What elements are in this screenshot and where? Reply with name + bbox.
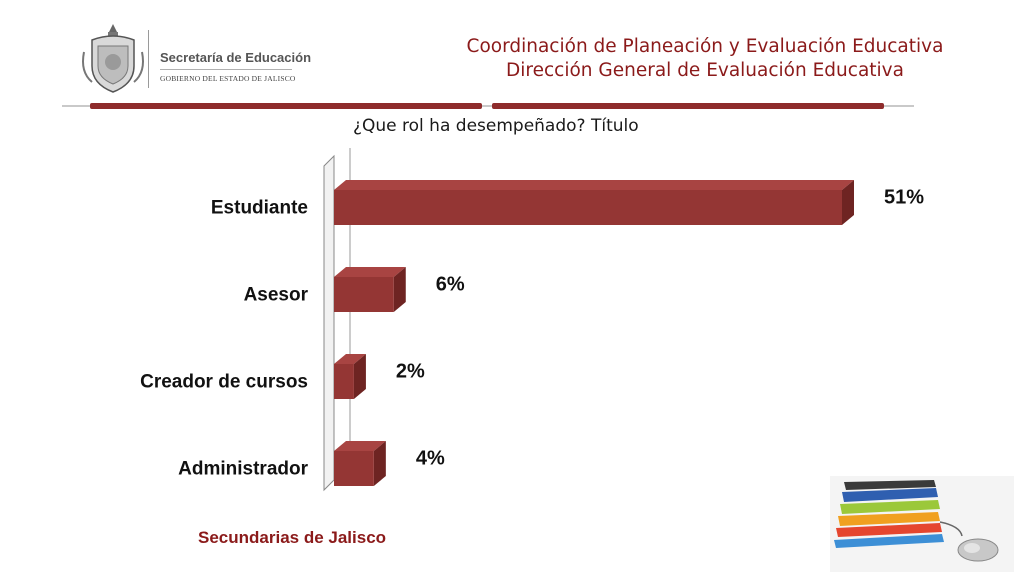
bar — [334, 364, 354, 399]
bar-side — [353, 354, 366, 399]
bar-side — [393, 267, 406, 312]
org-divider — [160, 69, 292, 70]
books-image — [830, 476, 1014, 572]
chart-title: ¿Que rol ha desempeñado? Título — [353, 116, 639, 136]
category-label: Administrador — [178, 459, 308, 480]
org-name: Secretaría de Educación — [160, 50, 312, 65]
bar — [334, 190, 842, 225]
category-label: Asesor — [244, 285, 309, 306]
bar-side — [842, 180, 854, 225]
organization-logo — [78, 22, 308, 94]
logo-separator — [148, 30, 149, 88]
header-rule-accent-left — [90, 103, 482, 109]
chart-marks: Estudiante 51% Asesor 6% Creador de cursos 2%… — [140, 180, 924, 486]
header-rule — [62, 105, 914, 107]
header-title-line2: Dirección General de Evaluación Educativ… — [506, 60, 904, 81]
coat-of-arms-icon — [82, 24, 144, 93]
value-label: 2% — [396, 361, 425, 383]
value-label: 4% — [416, 448, 445, 470]
value-label: 6% — [436, 274, 465, 296]
bar — [334, 451, 374, 486]
header-title-line1: Coordinación de Planeación y Evaluación … — [466, 36, 944, 57]
org-subtitle: GOBIERNO DEL ESTADO DE JALISCO — [160, 74, 296, 83]
footer-label: Secundarias de Jalisco — [198, 528, 387, 547]
bar-top — [334, 180, 854, 190]
bar-top — [334, 441, 386, 451]
value-label: 51% — [884, 187, 924, 209]
bar-top — [334, 354, 366, 364]
header-rule-accent-right — [492, 103, 884, 109]
bar-top — [334, 267, 406, 277]
books-and-mouse-icon — [830, 476, 1014, 572]
category-label: Estudiante — [211, 198, 308, 219]
axis-wall — [323, 154, 335, 492]
bar-side — [373, 441, 386, 486]
category-label: Creador de cursos — [140, 372, 308, 393]
bar — [334, 277, 394, 312]
